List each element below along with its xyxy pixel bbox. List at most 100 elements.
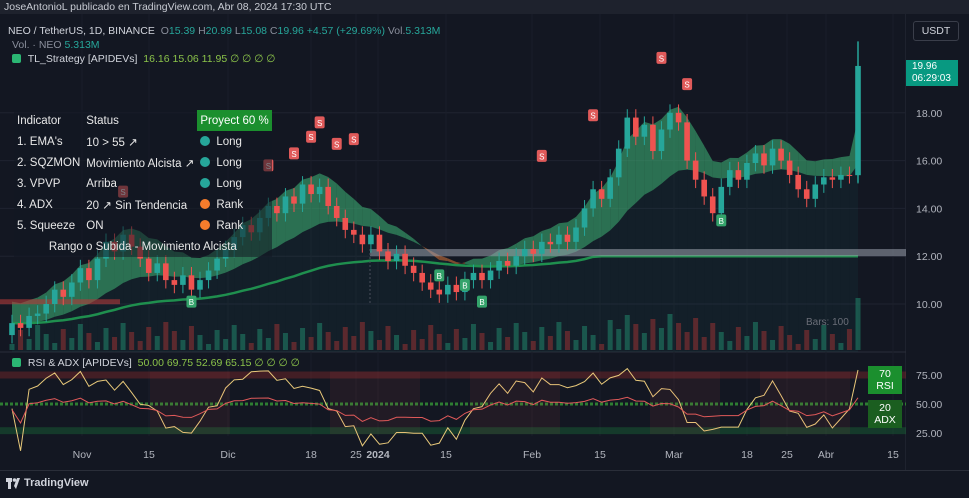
cloud-shadow xyxy=(695,170,705,352)
cloud-shadow xyxy=(678,169,688,352)
volume-bar xyxy=(693,318,699,350)
symbol-legend[interactable]: NEO / TetherUS, 1D, BINANCE O15.39 H20.9… xyxy=(8,25,441,37)
candle-body xyxy=(829,177,836,180)
cloud-segment xyxy=(447,258,457,265)
candle-body xyxy=(675,112,682,123)
volume-bar xyxy=(223,339,229,350)
cloud-segment xyxy=(473,258,482,267)
volume-bar xyxy=(240,334,246,350)
sell-marker xyxy=(348,133,359,146)
cloud-segment xyxy=(379,215,388,233)
indicator-signal: Long xyxy=(197,131,271,152)
volume-bar xyxy=(317,323,323,350)
candle-body xyxy=(316,186,323,195)
candle-body xyxy=(154,263,161,273)
volume-bar xyxy=(641,333,647,350)
volume-bar xyxy=(163,322,169,350)
cloud-shadow xyxy=(652,183,662,352)
currency-button[interactable]: USDT xyxy=(913,21,959,41)
rsi-value-tag: 70 RSI xyxy=(868,366,902,394)
rsi-shade xyxy=(760,371,850,435)
cloud-shadow xyxy=(704,173,713,352)
cloud-shadow xyxy=(755,173,764,352)
volume-bar xyxy=(607,320,613,350)
signal-label: Long xyxy=(216,135,242,148)
signal-label: Rank xyxy=(216,219,244,232)
volume-bar xyxy=(385,326,391,350)
high-value: 20.99 xyxy=(205,25,232,37)
candle-body xyxy=(34,313,41,316)
cloud-shadow xyxy=(567,251,576,352)
candle-body xyxy=(547,241,554,245)
eye-icon[interactable] xyxy=(12,358,21,367)
cloud-shadow xyxy=(670,170,679,352)
candle-body xyxy=(308,184,314,195)
candle-body xyxy=(26,315,32,328)
cloud-shadow xyxy=(832,176,841,352)
candle-body xyxy=(171,280,178,285)
time-tick-label: Abr xyxy=(818,449,835,461)
sell-marker xyxy=(536,149,547,162)
volume-bar xyxy=(129,332,135,350)
cloud-shadow xyxy=(661,176,670,352)
candle-body xyxy=(427,282,434,290)
signal-dot-icon xyxy=(200,198,211,209)
candle-body xyxy=(410,265,417,273)
last-price-value: 19.96 xyxy=(912,61,938,72)
volume-bar xyxy=(821,325,827,350)
volume-bar xyxy=(539,327,545,350)
candle-body xyxy=(521,249,528,257)
cloud-shadow xyxy=(439,259,448,352)
rsi-legend[interactable]: RSI & ADX [APIDEVs] 50.00 69.75 52.69 65… xyxy=(12,357,300,369)
cloud-shadow xyxy=(362,225,371,352)
eye-icon[interactable] xyxy=(12,54,21,63)
sell-marker xyxy=(289,147,299,160)
cloud-segment xyxy=(413,238,423,247)
cloud-segment xyxy=(345,191,354,224)
candle-body xyxy=(325,186,331,207)
cloud-shadow xyxy=(772,169,782,352)
volume-bar xyxy=(505,337,511,350)
volume-legend[interactable]: Vol. · NEO 5.313M xyxy=(12,39,100,51)
time-tick-label: Mar xyxy=(665,449,684,461)
candle-body xyxy=(607,177,613,199)
cloud-shadow xyxy=(627,203,636,352)
time-tick-label: 25 xyxy=(350,449,362,461)
footer: TradingView xyxy=(0,470,969,498)
indicator-signal: Long xyxy=(197,152,271,173)
volume-bar xyxy=(787,335,793,350)
candle-body xyxy=(368,234,374,245)
volume-bar xyxy=(137,341,143,350)
volume-bar xyxy=(727,341,733,350)
volume-bar xyxy=(445,343,451,350)
cloud-shadow xyxy=(635,194,645,352)
candle-body xyxy=(453,284,460,293)
candle-body xyxy=(667,112,673,130)
attribution-bar: JoseAntonioL publicado en TradingView.co… xyxy=(0,0,969,14)
candle-body xyxy=(573,227,579,242)
cloud-shadow xyxy=(388,232,397,352)
volume-bar xyxy=(394,335,400,350)
cloud-shadow xyxy=(482,266,491,352)
candle-body xyxy=(821,177,827,185)
cloud-shadow xyxy=(789,169,799,352)
volume-bar xyxy=(564,331,570,350)
candle-body xyxy=(590,189,596,209)
volume-bar xyxy=(684,332,690,350)
strategy-legend[interactable]: TL_Strategy [APIDEVs] 16.16 15.06 11.95 … xyxy=(12,53,275,65)
volume-bar xyxy=(146,327,152,350)
candle-body xyxy=(77,268,84,283)
cloud-segment xyxy=(405,232,414,242)
indicator-status: 20 ↗ Sin Tendencia xyxy=(86,199,188,212)
rsi-tick-label: 25.00 xyxy=(916,428,942,440)
rsi-tick-label: 75.00 xyxy=(916,370,942,382)
volume-bar xyxy=(795,344,801,350)
volume-bar xyxy=(9,344,15,350)
cloud-segment xyxy=(456,261,465,265)
volume-bar xyxy=(248,343,254,350)
volume-bar xyxy=(282,333,288,350)
candle-body xyxy=(385,251,391,261)
open-value: 15.39 xyxy=(168,25,196,37)
volume-bar xyxy=(616,329,622,350)
